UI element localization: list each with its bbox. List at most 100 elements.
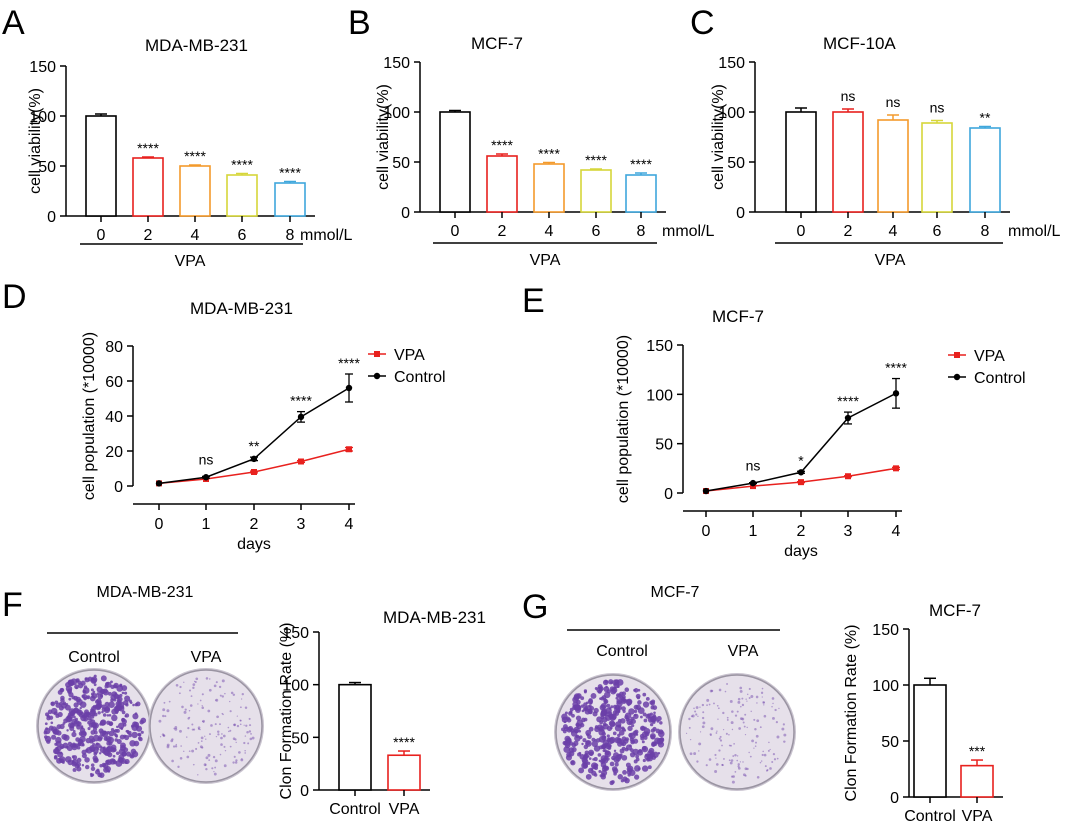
colony-dot (48, 725, 54, 731)
chart-title-f: MDA-MB-231 (383, 608, 486, 627)
colony-dot (642, 701, 650, 708)
colony-dot (617, 774, 623, 780)
colony-dot (623, 729, 627, 732)
colony-dot (596, 724, 604, 731)
chart-title-g: MCF-7 (929, 601, 981, 620)
colony-dot (616, 693, 621, 698)
significance-label-a-4: **** (279, 165, 301, 181)
colony-dot (642, 758, 646, 763)
colony-dot (93, 752, 98, 756)
colony-dot (121, 718, 127, 725)
colony-dot (574, 728, 579, 734)
colony-dot (87, 727, 91, 731)
colony-dot (200, 736, 204, 740)
bar-a-1 (132, 157, 164, 217)
point-d-1-1 (202, 474, 210, 481)
colony-dot (614, 762, 619, 767)
colony-dot (236, 724, 240, 728)
colony-dot (132, 703, 135, 707)
colony-dot (693, 707, 695, 710)
colony-dot (761, 753, 764, 757)
y-tick-label-g: 0 (890, 790, 899, 807)
colony-dot (570, 760, 575, 765)
colony-dot (232, 737, 236, 740)
colony-dot (736, 710, 739, 713)
colony-dot (223, 745, 226, 748)
colony-dot (744, 713, 747, 716)
colony-dot (730, 744, 732, 747)
colony-dot (609, 714, 617, 721)
colony-dot (569, 707, 574, 712)
colony-dot (730, 721, 734, 725)
colony-dot (688, 726, 691, 729)
colony-dot (593, 745, 601, 752)
chart-title-c: MCF-10A (823, 34, 896, 53)
colony-dot (87, 720, 92, 725)
significance-label-g-1: *** (969, 743, 986, 759)
colony-dot (742, 761, 744, 763)
x-tick-label-e-3: 3 (844, 523, 853, 540)
colony-dot (219, 753, 222, 756)
colony-dot (761, 696, 763, 698)
colony-dot (593, 757, 598, 762)
colony-dot (200, 740, 203, 742)
colony-dot (101, 762, 107, 768)
colony-dot (211, 767, 214, 770)
colony-dot (121, 751, 127, 757)
bar-b-2 (533, 163, 565, 213)
colony-dot (593, 773, 598, 777)
colony-dot (782, 723, 785, 726)
y-tick-label-f: 100 (282, 678, 309, 695)
colony-dot (92, 743, 96, 747)
colony-dot (772, 716, 775, 720)
series-line-d-vpa (158, 448, 350, 485)
colony-dot (130, 754, 134, 758)
x-tick-label-c-2: 4 (889, 223, 898, 240)
colony-dot (773, 758, 777, 761)
colony-dot (89, 718, 93, 722)
colony-dot (188, 750, 191, 753)
significance-label-b-2: **** (538, 146, 560, 162)
group-label-c: VPA (875, 252, 906, 269)
x-tick-label-b-0: 0 (451, 223, 460, 240)
colony-dot (130, 748, 137, 755)
colony-dot (229, 745, 232, 748)
panel-letter-d: D (2, 278, 27, 316)
bar-a-2 (179, 165, 211, 217)
colony-dot (744, 733, 747, 736)
colony-dot (103, 766, 109, 773)
colony-dot (582, 738, 587, 743)
colony-dot (621, 694, 626, 699)
x-tick-label-e-4: 4 (892, 523, 901, 540)
colony-dot (161, 733, 165, 736)
colony-dot (163, 701, 166, 704)
colony-dot (659, 721, 663, 725)
colony-dot (241, 758, 243, 760)
colony-dot (116, 738, 122, 745)
significance-label-e-3: **** (837, 393, 859, 409)
colony-dot (184, 708, 187, 711)
colony-dot (762, 701, 765, 704)
colony-dot (197, 727, 200, 730)
colony-dot (584, 750, 589, 755)
colony-dot (753, 718, 756, 721)
colony-dot (249, 737, 253, 741)
colony-dot (746, 767, 749, 771)
colony-dot (713, 702, 715, 705)
colony-dot (214, 759, 218, 763)
colony-dot (710, 689, 714, 693)
colony-dot (640, 736, 645, 741)
colony-dot (205, 767, 208, 771)
colony-dot (628, 732, 633, 738)
panel-letter-a: A (2, 4, 25, 42)
colony-dot (215, 681, 218, 684)
bar-g-1 (960, 764, 994, 798)
colony-dot (89, 772, 93, 776)
colony-dot (97, 700, 102, 705)
colony-dot (710, 727, 714, 731)
colony-dot (63, 734, 70, 741)
colony-dot (106, 720, 111, 725)
significance-label-c-2: ns (886, 94, 901, 110)
bar-a-0 (85, 115, 117, 217)
y-tick-label-c: 0 (736, 205, 745, 222)
